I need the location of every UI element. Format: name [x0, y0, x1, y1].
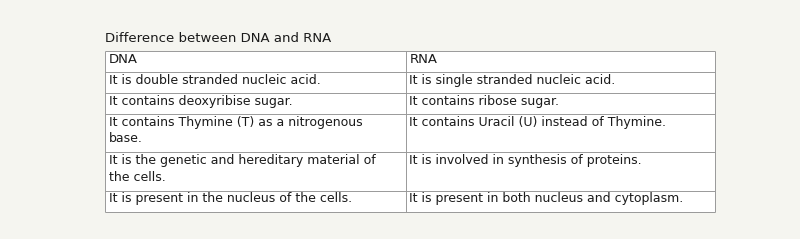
Text: Difference between DNA and RNA: Difference between DNA and RNA [105, 32, 331, 45]
Bar [105, 51, 715, 212]
Text: It is the genetic and hereditary material of
the cells.: It is the genetic and hereditary materia… [109, 154, 375, 184]
Text: It contains Uracil (U) instead of Thymine.: It contains Uracil (U) instead of Thymin… [410, 116, 666, 129]
Text: It contains ribose sugar.: It contains ribose sugar. [410, 95, 559, 108]
Text: It is present in both nucleus and cytoplasm.: It is present in both nucleus and cytopl… [410, 192, 684, 205]
Text: It contains deoxyribise sugar.: It contains deoxyribise sugar. [109, 95, 292, 108]
Text: It is present in the nucleus of the cells.: It is present in the nucleus of the cell… [109, 192, 352, 205]
Text: RNA: RNA [410, 53, 438, 66]
Text: DNA: DNA [109, 53, 138, 66]
Text: It is single stranded nucleic acid.: It is single stranded nucleic acid. [410, 74, 616, 87]
Text: It is involved in synthesis of proteins.: It is involved in synthesis of proteins. [410, 154, 642, 167]
Text: It is double stranded nucleic acid.: It is double stranded nucleic acid. [109, 74, 321, 87]
Text: It contains Thymine (T) as a nitrogenous
base.: It contains Thymine (T) as a nitrogenous… [109, 116, 362, 146]
